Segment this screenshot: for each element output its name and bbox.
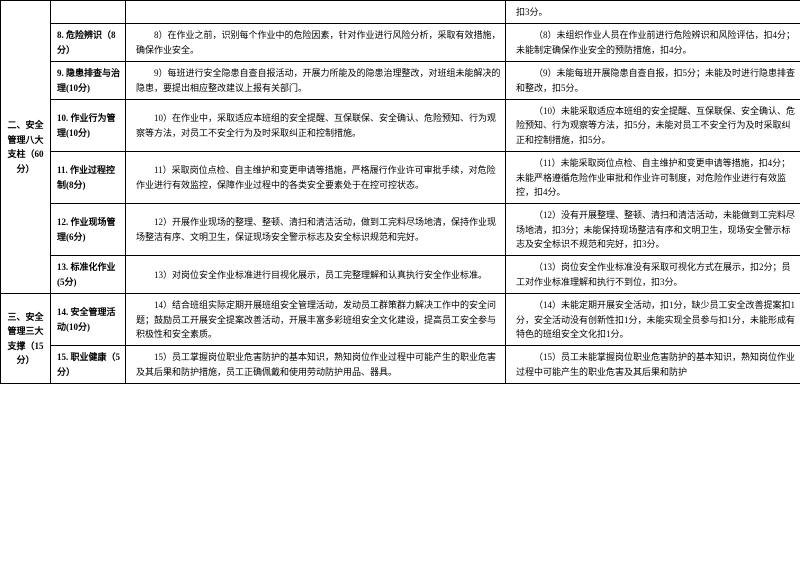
deduct-cell: （12）没有开展整理、整顿、清扫和清洁活动，未能做到工完料尽场地清，扣3分；未能… <box>506 204 800 256</box>
deduct-text: 扣3分。 <box>516 7 548 17</box>
item-label: 10. 作业行为管理(10分) <box>57 113 116 137</box>
desc-text: 9）每班进行安全隐患自查自报活动，开展力所能及的隐患治理整改，对班组未能解决的隐… <box>136 66 501 95</box>
deduct-cell: （15）员工未能掌握岗位职业危害防护的基本知识，熟知岗位作业过程中可能产生的职业… <box>506 346 800 384</box>
item-cell: 11. 作业过程控制(8分) <box>51 152 126 204</box>
deduct-cell: （10）未能采取适应本班组的安全提醒、互保联保、安全确认、危险预知、行为观察等方… <box>506 99 800 151</box>
desc-text: 13）对岗位安全作业标准进行目视化展示，员工完整理解和认真执行安全作业标准。 <box>136 268 501 282</box>
desc-cell: 10）在作业中，采取适应本班组的安全提醒、互保联保、安全确认、危险预知、行为观察… <box>126 99 506 151</box>
desc-cell: 14）结合班组实际定期开展班组安全管理活动，发动员工群策群力解决工作中的安全问题… <box>126 294 506 346</box>
desc-text: 12）开展作业现场的整理、整顿、清扫和清洁活动，做到工完料尽场地清，保持作业现场… <box>136 215 501 244</box>
item-cell: 15. 职业健康（5分） <box>51 346 126 384</box>
desc-cell: 12）开展作业现场的整理、整顿、清扫和清洁活动，做到工完料尽场地清，保持作业现场… <box>126 204 506 256</box>
deduct-text: （9）未能每班开展隐患自查自报，扣5分；未能及时进行隐患排查和整改，扣5分。 <box>516 66 796 95</box>
deduct-cell-cont: 扣3分。 <box>506 1 800 24</box>
category-cell-2: 三、安全管理三大支撑（15分） <box>1 294 51 384</box>
deduct-text: （11）未能采取岗位点检、自主维护和变更申请等措施，扣4分；未能严格遵循危险作业… <box>516 156 796 199</box>
deduct-text: （13）岗位安全作业标准没有采取可视化方式在展示，扣2分；员工对作业标准理解和执… <box>516 260 796 289</box>
item-cell-cont <box>51 1 126 24</box>
deduct-text: （15）员工未能掌握岗位职业危害防护的基本知识，熟知岗位作业过程中可能产生的职业… <box>516 350 796 379</box>
desc-text: 8）在作业之前，识别每个作业中的危险因素，针对作业进行风险分析，采取有效措施，确… <box>136 28 501 57</box>
category-label: 三、安全管理三大支撑（15分） <box>7 312 43 365</box>
assessment-table: 二、安全管理八大支柱（60分） 扣3分。 8. 危险辨识（8分） 8）在作业之前，识别… <box>0 0 800 384</box>
deduct-text: （10）未能采取适应本班组的安全提醒、互保联保、安全确认、危险预知、行为观察等方… <box>516 104 796 147</box>
desc-cell: 15）员工掌握岗位职业危害防护的基本知识，熟知岗位作业过程中可能产生的职业危害及… <box>126 346 506 384</box>
deduct-cell: （14）未能定期开展安全活动，扣1分，缺少员工安全改善提案扣1分，安全活动没有创… <box>506 294 800 346</box>
desc-cell: 11）采取岗位点检、自主维护和变更申请等措施，严格履行作业许可审批手续，对危险作… <box>126 152 506 204</box>
item-cell: 8. 危险辨识（8分） <box>51 24 126 62</box>
deduct-cell: （8）未组织作业人员在作业前进行危险辨识和风险评估，扣4分；未能制定确保作业安全… <box>506 24 800 62</box>
item-cell: 14. 安全管理活动(10分) <box>51 294 126 346</box>
desc-cell: 9）每班进行安全隐患自查自报活动，开展力所能及的隐患治理整改，对班组未能解决的隐… <box>126 62 506 100</box>
item-label: 15. 职业健康（5分） <box>57 352 120 376</box>
item-label: 9. 隐患排查与治理(10分) <box>57 68 120 92</box>
item-label: 11. 作业过程控制(8分) <box>57 165 115 189</box>
item-cell: 10. 作业行为管理(10分) <box>51 99 126 151</box>
item-cell: 9. 隐患排查与治理(10分) <box>51 62 126 100</box>
category-cell-1: 二、安全管理八大支柱（60分） <box>1 1 51 294</box>
deduct-cell: （9）未能每班开展隐患自查自报，扣5分；未能及时进行隐患排查和整改，扣5分。 <box>506 62 800 100</box>
category-label: 二、安全管理八大支柱（60分） <box>7 120 43 173</box>
desc-cell: 13）对岗位安全作业标准进行目视化展示，员工完整理解和认真执行安全作业标准。 <box>126 256 506 294</box>
desc-text: 15）员工掌握岗位职业危害防护的基本知识，熟知岗位作业过程中可能产生的职业危害及… <box>136 350 501 379</box>
item-cell: 13. 标准化作业(5分) <box>51 256 126 294</box>
deduct-text: （12）没有开展整理、整顿、清扫和清洁活动，未能做到工完料尽场地清，扣3分；未能… <box>516 208 796 251</box>
item-cell: 12. 作业现场管理(6分) <box>51 204 126 256</box>
desc-cell-cont <box>126 1 506 24</box>
deduct-cell: （11）未能采取岗位点检、自主维护和变更申请等措施，扣4分；未能严格遵循危险作业… <box>506 152 800 204</box>
item-label: 8. 危险辨识（8分） <box>57 30 116 54</box>
desc-cell: 8）在作业之前，识别每个作业中的危险因素，针对作业进行风险分析，采取有效措施，确… <box>126 24 506 62</box>
item-label: 13. 标准化作业(5分) <box>57 262 116 286</box>
desc-text: 11）采取岗位点检、自主维护和变更申请等措施，严格履行作业许可审批手续，对危险作… <box>136 163 501 192</box>
deduct-text: （14）未能定期开展安全活动，扣1分，缺少员工安全改善提案扣1分，安全活动没有创… <box>516 298 796 341</box>
deduct-cell: （13）岗位安全作业标准没有采取可视化方式在展示，扣2分；员工对作业标准理解和执… <box>506 256 800 294</box>
deduct-text: （8）未组织作业人员在作业前进行危险辨识和风险评估，扣4分；未能制定确保作业安全… <box>516 28 796 57</box>
desc-text: 10）在作业中，采取适应本班组的安全提醒、互保联保、安全确认、危险预知、行为观察… <box>136 111 501 140</box>
item-label: 14. 安全管理活动(10分) <box>57 307 116 331</box>
item-label: 12. 作业现场管理(6分) <box>57 217 116 241</box>
desc-text: 14）结合班组实际定期开展班组安全管理活动，发动员工群策群力解决工作中的安全问题… <box>136 298 501 341</box>
